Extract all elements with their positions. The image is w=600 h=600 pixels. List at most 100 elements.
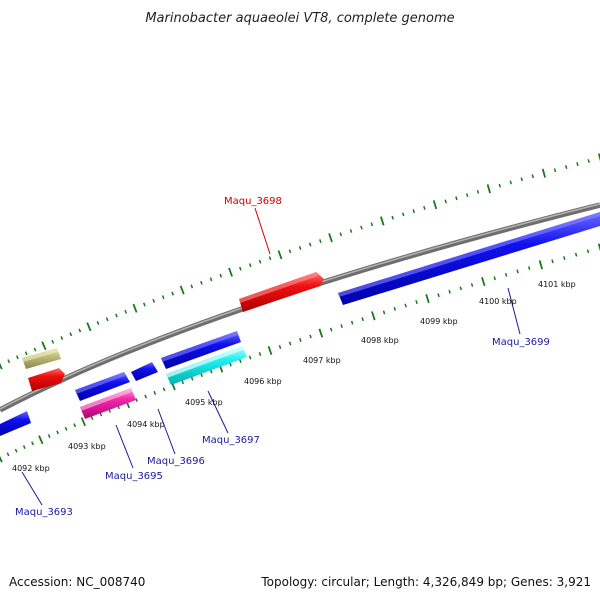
minor-tick	[190, 376, 194, 381]
minor-tick	[509, 180, 512, 185]
gene-maqu-3693[interactable]	[0, 411, 31, 436]
gene-label-maqu-3699[interactable]: Maqu_3699	[492, 337, 550, 348]
minor-tick	[476, 189, 480, 194]
minor-tick	[78, 328, 82, 333]
major-tick	[318, 328, 324, 338]
major-tick	[41, 341, 47, 351]
minor-tick	[382, 310, 386, 315]
major-tick	[538, 260, 543, 270]
minor-tick	[115, 313, 118, 318]
minor-tick	[563, 256, 566, 261]
major-tick	[541, 168, 546, 178]
minor-tick	[238, 359, 242, 363]
major-tick	[80, 417, 86, 427]
minor-tick	[69, 332, 73, 337]
minor-tick	[229, 362, 232, 367]
minor-tick	[278, 345, 282, 349]
minor-tick	[31, 441, 34, 446]
minor-tick	[190, 284, 194, 289]
gene-maqu-3695[interactable]	[80, 388, 136, 419]
minor-tick	[391, 215, 394, 220]
genome-backbone	[0, 202, 600, 413]
minor-tick	[319, 239, 322, 244]
gene-red-left[interactable]	[28, 368, 65, 391]
outer-tick-track	[0, 153, 600, 370]
minor-tick	[162, 387, 166, 392]
genome-summary-text: Topology: circular; Length: 4,326,849 bp…	[260, 575, 591, 589]
tick-label: 4098 kbp	[361, 336, 399, 345]
gene-olive-upper[interactable]	[22, 348, 61, 369]
minor-tick	[22, 445, 26, 449]
leader-maqu-3695	[115, 424, 134, 469]
minor-tick	[153, 390, 157, 395]
gene-label-maqu-3693[interactable]: Maqu_3693	[15, 507, 73, 518]
minor-tick	[360, 225, 363, 230]
minor-tick	[308, 242, 312, 247]
gene-label-maqu-3697[interactable]: Maqu_3697	[202, 435, 260, 446]
major-tick	[277, 250, 283, 260]
tick-label: 4099 kbp	[420, 317, 458, 326]
gene-maqu-3699[interactable]	[338, 212, 600, 305]
minor-tick	[444, 199, 447, 204]
major-tick	[425, 294, 430, 304]
accession-text: Accession: NC_008740	[9, 575, 145, 589]
minor-tick	[553, 168, 557, 173]
minor-tick	[309, 334, 312, 339]
minor-tick	[298, 338, 302, 342]
gene-blue-c[interactable]	[161, 331, 241, 369]
minor-tick	[142, 302, 146, 307]
minor-tick	[586, 249, 590, 254]
major-tick	[328, 233, 333, 243]
minor-tick	[56, 430, 59, 435]
tick-label: 4096 kbp	[244, 377, 282, 386]
tick-label: 4092 kbp	[12, 464, 50, 473]
gene-label-maqu-3695[interactable]: Maqu_3695	[105, 471, 163, 482]
minor-tick	[587, 159, 590, 163]
major-tick	[38, 435, 44, 445]
inner-tick-track	[0, 243, 600, 463]
minor-tick	[24, 351, 28, 356]
major-tick	[432, 200, 438, 210]
minor-tick	[161, 295, 165, 300]
gene-label-maqu-3696[interactable]: Maqu_3696	[147, 456, 205, 467]
major-tick	[267, 345, 273, 356]
minor-tick	[531, 174, 535, 179]
minor-tick	[370, 222, 374, 227]
major-tick	[380, 216, 385, 226]
minor-tick	[504, 272, 508, 277]
gene-blue-a[interactable]	[75, 372, 130, 401]
gene-blue-b[interactable]	[131, 362, 158, 381]
major-tick	[597, 243, 600, 252]
leader-maqu-3698	[254, 207, 271, 255]
minor-tick	[401, 212, 405, 217]
map-title: Marinobacter aquaeolei VT8, complete gen…	[145, 11, 454, 26]
minor-tick	[200, 280, 203, 285]
major-tick	[228, 267, 233, 277]
minor-tick	[7, 359, 11, 364]
minor-tick	[412, 209, 416, 214]
minor-tick	[90, 416, 94, 420]
genome-backbone-highlight	[0, 203, 600, 410]
minor-tick	[340, 324, 343, 329]
major-tick	[371, 311, 376, 321]
minor-tick	[248, 263, 252, 268]
minor-tick	[105, 317, 109, 322]
minor-tick	[459, 286, 463, 291]
gene-label-maqu-3698[interactable]: Maqu_3698	[224, 196, 282, 207]
gene-maqu-3698[interactable]	[239, 272, 324, 312]
major-tick	[486, 184, 491, 194]
minor-tick	[51, 339, 55, 344]
minor-tick	[423, 205, 426, 210]
minor-tick	[6, 452, 10, 457]
minor-tick	[498, 183, 502, 188]
minor-tick	[564, 165, 568, 170]
minor-tick	[516, 269, 519, 274]
minor-tick	[47, 434, 51, 439]
minor-tick	[209, 369, 213, 374]
major-tick	[0, 455, 3, 463]
gene-maqu-3697[interactable]	[166, 346, 247, 385]
minor-tick	[124, 309, 128, 314]
minor-tick	[33, 347, 37, 352]
minor-tick	[248, 355, 252, 360]
